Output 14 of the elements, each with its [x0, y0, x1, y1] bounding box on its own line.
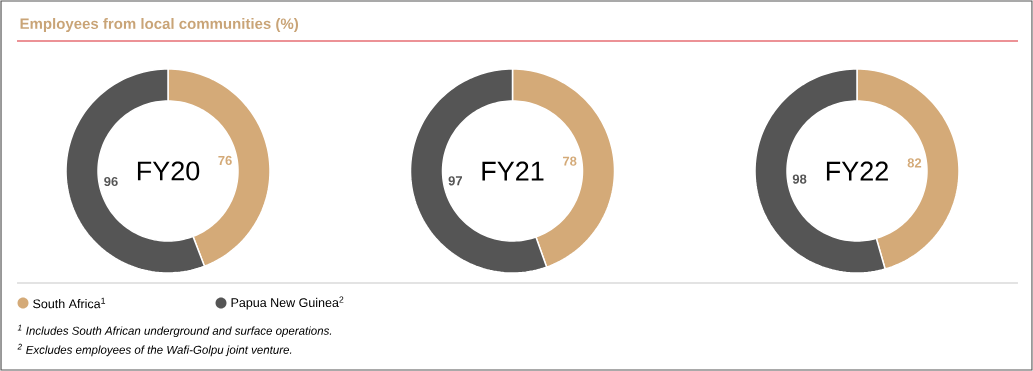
text: FY21: [482, 161, 544, 181]
data-label: 82: [907, 158, 922, 168]
legend-label: South Africa$^{1}$: [33, 297, 106, 309]
data-label: 76: [218, 155, 232, 166]
text: FY22: [826, 161, 888, 181]
data-label: 97: [448, 176, 463, 186]
data-label: 96: [104, 176, 118, 187]
data-label: 98: [792, 174, 807, 184]
text: Employees from local communities (%): [20, 18, 299, 32]
data-label: 78: [563, 156, 577, 166]
legend-label: Papua New Guinea$^{2}$: [231, 296, 344, 310]
text: FY20: [137, 161, 200, 181]
text: $^{2}$ Excludes employees of the Wafi-Golpu joint venture.: [17, 343, 292, 357]
text: $^{1}$ Includes South African underground and surface operations.: [17, 324, 332, 338]
